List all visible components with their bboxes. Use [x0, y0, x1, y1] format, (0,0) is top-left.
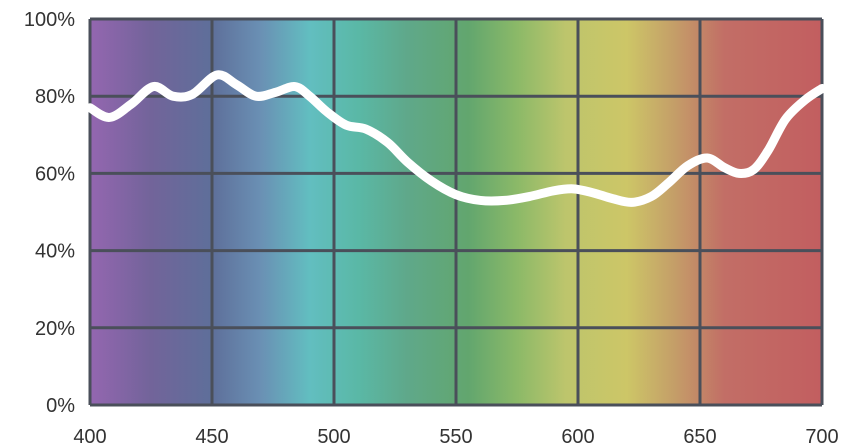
- x-axis-ticks: 400 450 500 550 600 650 700: [73, 426, 838, 447]
- data-point: [739, 173, 740, 174]
- data-point: [90, 107, 91, 108]
- data-point: [707, 157, 708, 158]
- data-point: [255, 96, 256, 97]
- data-point: [294, 86, 295, 87]
- x-tick-label: 500: [317, 426, 350, 447]
- x-tick-label: 450: [195, 426, 228, 447]
- x-tick-label: 650: [683, 426, 716, 447]
- data-point: [309, 96, 310, 97]
- y-tick-label: 40%: [35, 241, 75, 263]
- data-point: [109, 117, 110, 118]
- y-tick-label: 100%: [24, 9, 75, 31]
- data-point: [236, 84, 237, 85]
- data-point: [573, 188, 574, 189]
- data-point: [504, 200, 505, 201]
- data-point: [216, 74, 217, 75]
- y-tick-label: 20%: [35, 318, 75, 340]
- data-point: [804, 100, 805, 101]
- y-tick-label: 0%: [46, 395, 75, 417]
- data-point: [431, 181, 432, 182]
- y-axis-ticks: 0% 20% 40% 60% 80% 100%: [24, 9, 75, 417]
- data-point: [612, 198, 613, 199]
- data-point: [753, 169, 754, 170]
- data-point: [407, 161, 408, 162]
- data-point: [275, 92, 276, 93]
- data-point: [172, 96, 173, 97]
- data-point: [631, 202, 632, 203]
- data-point: [724, 167, 725, 168]
- data-point: [480, 200, 481, 201]
- data-point: [326, 111, 327, 112]
- y-tick-label: 60%: [35, 163, 75, 185]
- data-point: [687, 165, 688, 166]
- x-tick-label: 400: [73, 426, 106, 447]
- data-point: [651, 196, 652, 197]
- y-tick-label: 80%: [35, 86, 75, 108]
- x-tick-label: 600: [561, 426, 594, 447]
- data-point: [387, 142, 388, 143]
- data-point: [529, 196, 530, 197]
- data-point: [365, 129, 366, 130]
- data-point: [153, 86, 154, 87]
- x-tick-label: 700: [805, 426, 838, 447]
- data-point: [668, 183, 669, 184]
- data-point: [822, 88, 823, 89]
- data-point: [456, 194, 457, 195]
- data-point: [192, 94, 193, 95]
- data-point: [592, 192, 593, 193]
- data-point: [131, 103, 132, 104]
- data-point: [346, 125, 347, 126]
- x-tick-label: 550: [439, 426, 472, 447]
- data-point: [553, 190, 554, 191]
- data-point: [785, 119, 786, 120]
- series-layer: [85, 70, 827, 207]
- data-point: [768, 150, 769, 151]
- series-line-0: [85, 70, 827, 207]
- grid-lines: [88, 17, 824, 407]
